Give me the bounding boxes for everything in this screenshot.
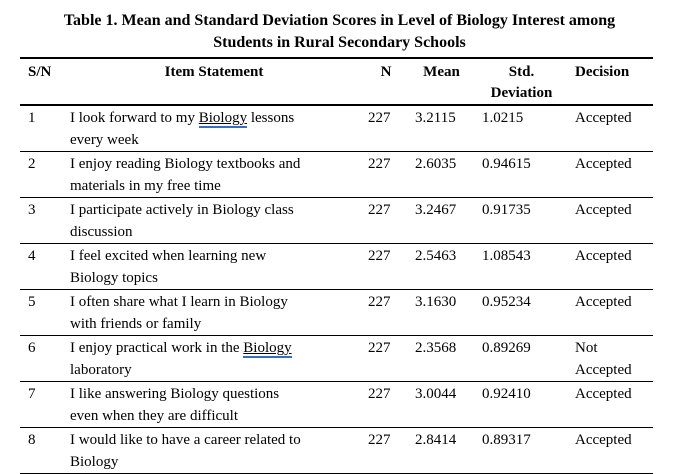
mean-cell: 2.5463 xyxy=(415,248,457,264)
n-cell: 227 xyxy=(368,294,391,310)
item-statement-cell: I would like to have a career related to… xyxy=(64,428,364,474)
table-row: 4 I feel excited when learning new Biolo… xyxy=(20,244,653,290)
decision-cell: Accepted xyxy=(575,248,632,264)
n-cell: 227 xyxy=(368,386,391,402)
n-cell: 227 xyxy=(368,340,391,356)
decision-cell: Accepted xyxy=(575,110,632,126)
header-sn: S/N xyxy=(28,64,52,80)
table-row: 1 I look forward to my Biology lessons e… xyxy=(20,105,653,152)
item-statement-cell: I enjoy practical work in the Biology la… xyxy=(64,336,364,382)
mean-cell: 2.3568 xyxy=(415,340,457,356)
sn-cell: 3 xyxy=(28,202,36,218)
item-statement-cell: I feel excited when learning new Biology… xyxy=(64,244,364,290)
n-cell: 227 xyxy=(368,156,391,172)
n-cell: 227 xyxy=(368,110,391,126)
item-statement-cell: I enjoy reading Biology textbooks and ma… xyxy=(64,152,364,198)
statement-pre: I participate actively in Biology class … xyxy=(70,202,294,240)
std-deviation-cell: 0.89269 xyxy=(482,340,531,356)
item-statement-cell: I participate actively in Biology class … xyxy=(64,198,364,244)
header-mean: Mean xyxy=(423,64,460,80)
header-item-statement: Item Statement xyxy=(164,64,264,80)
header-row: S/N Item Statement N Mean Std. Deviation… xyxy=(20,58,653,105)
mean-cell: 3.1630 xyxy=(415,294,457,310)
item-statement-cell: I like answering Biology questions even … xyxy=(64,382,364,428)
statement-pre: I look forward to my xyxy=(70,110,199,126)
sn-cell: 2 xyxy=(28,156,36,172)
statement-pre: I feel excited when learning new Biology… xyxy=(70,248,267,286)
statement-pre: I like answering Biology questions even … xyxy=(70,386,280,424)
n-cell: 227 xyxy=(368,202,391,218)
statement-pre: I would like to have a career related to… xyxy=(70,432,301,470)
statement-pre: I often share what I learn in Biology wi… xyxy=(70,294,288,332)
mean-cell: 3.2467 xyxy=(415,202,457,218)
std-deviation-cell: 1.0215 xyxy=(482,110,524,126)
decision-cell: Accepted xyxy=(575,294,632,310)
sn-cell: 6 xyxy=(28,340,36,356)
sn-cell: 4 xyxy=(28,248,36,264)
statement-pre: I enjoy reading Biology textbooks and ma… xyxy=(70,156,301,194)
header-std-deviation: Std. Deviation xyxy=(490,64,553,101)
mean-cell: 3.0044 xyxy=(415,386,457,402)
decision-cell: Accepted xyxy=(575,386,632,402)
decision-cell: Accepted xyxy=(575,202,632,218)
header-n: N xyxy=(380,64,392,80)
table-row: 7 I like answering Biology questions eve… xyxy=(20,382,653,428)
decision-cell: Accepted xyxy=(575,156,632,172)
decision-cell: Not Accepted xyxy=(575,340,632,378)
biology-link[interactable]: Biology xyxy=(243,340,292,358)
decision-cell: Accepted xyxy=(575,432,632,448)
std-deviation-cell: 0.91735 xyxy=(482,202,531,218)
header-decision: Decision xyxy=(575,64,630,80)
table-row: 5 I often share what I learn in Biology … xyxy=(20,290,653,336)
table-row: 3 I participate actively in Biology clas… xyxy=(20,198,653,244)
mean-cell: 2.6035 xyxy=(415,156,457,172)
statement-post: laboratory xyxy=(70,361,132,378)
std-deviation-cell: 0.92410 xyxy=(482,386,531,402)
sn-cell: 8 xyxy=(28,432,36,448)
mean-cell: 3.2115 xyxy=(415,110,456,126)
biology-link[interactable]: Biology xyxy=(198,110,248,128)
statement-post: lessons every week xyxy=(70,110,295,148)
mean-cell: 2.8414 xyxy=(415,432,457,448)
table-row: 8 I would like to have a career related … xyxy=(20,428,653,474)
std-deviation-cell: 0.95234 xyxy=(482,294,531,310)
table-row: 6 I enjoy practical work in the Biology … xyxy=(20,336,653,382)
item-statement-cell: I look forward to my Biology lessons eve… xyxy=(64,105,364,152)
sn-cell: 5 xyxy=(28,294,36,310)
item-statement-cell: I often share what I learn in Biology wi… xyxy=(64,290,364,336)
n-cell: 227 xyxy=(368,432,391,448)
std-deviation-cell: 1.08543 xyxy=(482,248,531,264)
sn-cell: 7 xyxy=(28,386,36,402)
n-cell: 227 xyxy=(368,248,391,264)
std-deviation-cell: 0.89317 xyxy=(482,432,531,448)
stats-table: S/N Item Statement N Mean Std. Deviation… xyxy=(20,57,653,474)
sn-cell: 1 xyxy=(28,110,36,126)
table-title: Table 1. Mean and Standard Deviation Sco… xyxy=(63,12,616,51)
table-row: 2 I enjoy reading Biology textbooks and … xyxy=(20,152,653,198)
statement-pre: I enjoy practical work in the xyxy=(70,340,244,356)
std-deviation-cell: 0.94615 xyxy=(482,156,531,172)
